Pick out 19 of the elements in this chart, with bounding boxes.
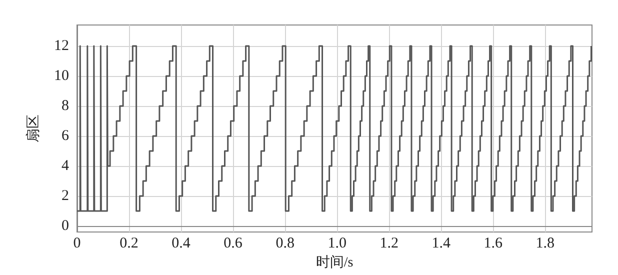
y-axis-title: 扇区 [26, 114, 42, 142]
y-tick-label: 2 [62, 188, 69, 204]
y-tick-label: 12 [54, 38, 69, 54]
x-tick-label: 0 [73, 236, 81, 252]
x-tick-label: 1.4 [432, 236, 452, 252]
x-tick-label: 1.6 [484, 236, 504, 252]
y-tick-label: 0 [62, 218, 69, 234]
x-tick-label: 0.6 [224, 236, 243, 252]
x-axis-title: 时间/s [316, 254, 354, 270]
x-tick-label: 1.2 [380, 236, 398, 252]
x-tick-label: 1.8 [536, 236, 555, 252]
y-tick-label: 8 [62, 98, 69, 114]
x-tick-label: 0.2 [120, 236, 138, 252]
y-tick-label: 10 [54, 68, 69, 84]
y-tick-label: 4 [62, 158, 70, 174]
x-tick-label: 0.8 [276, 236, 294, 252]
x-tick-label: 0.4 [172, 236, 191, 252]
x-tick-label: 1.0 [328, 236, 346, 252]
y-tick-label: 6 [62, 128, 70, 144]
